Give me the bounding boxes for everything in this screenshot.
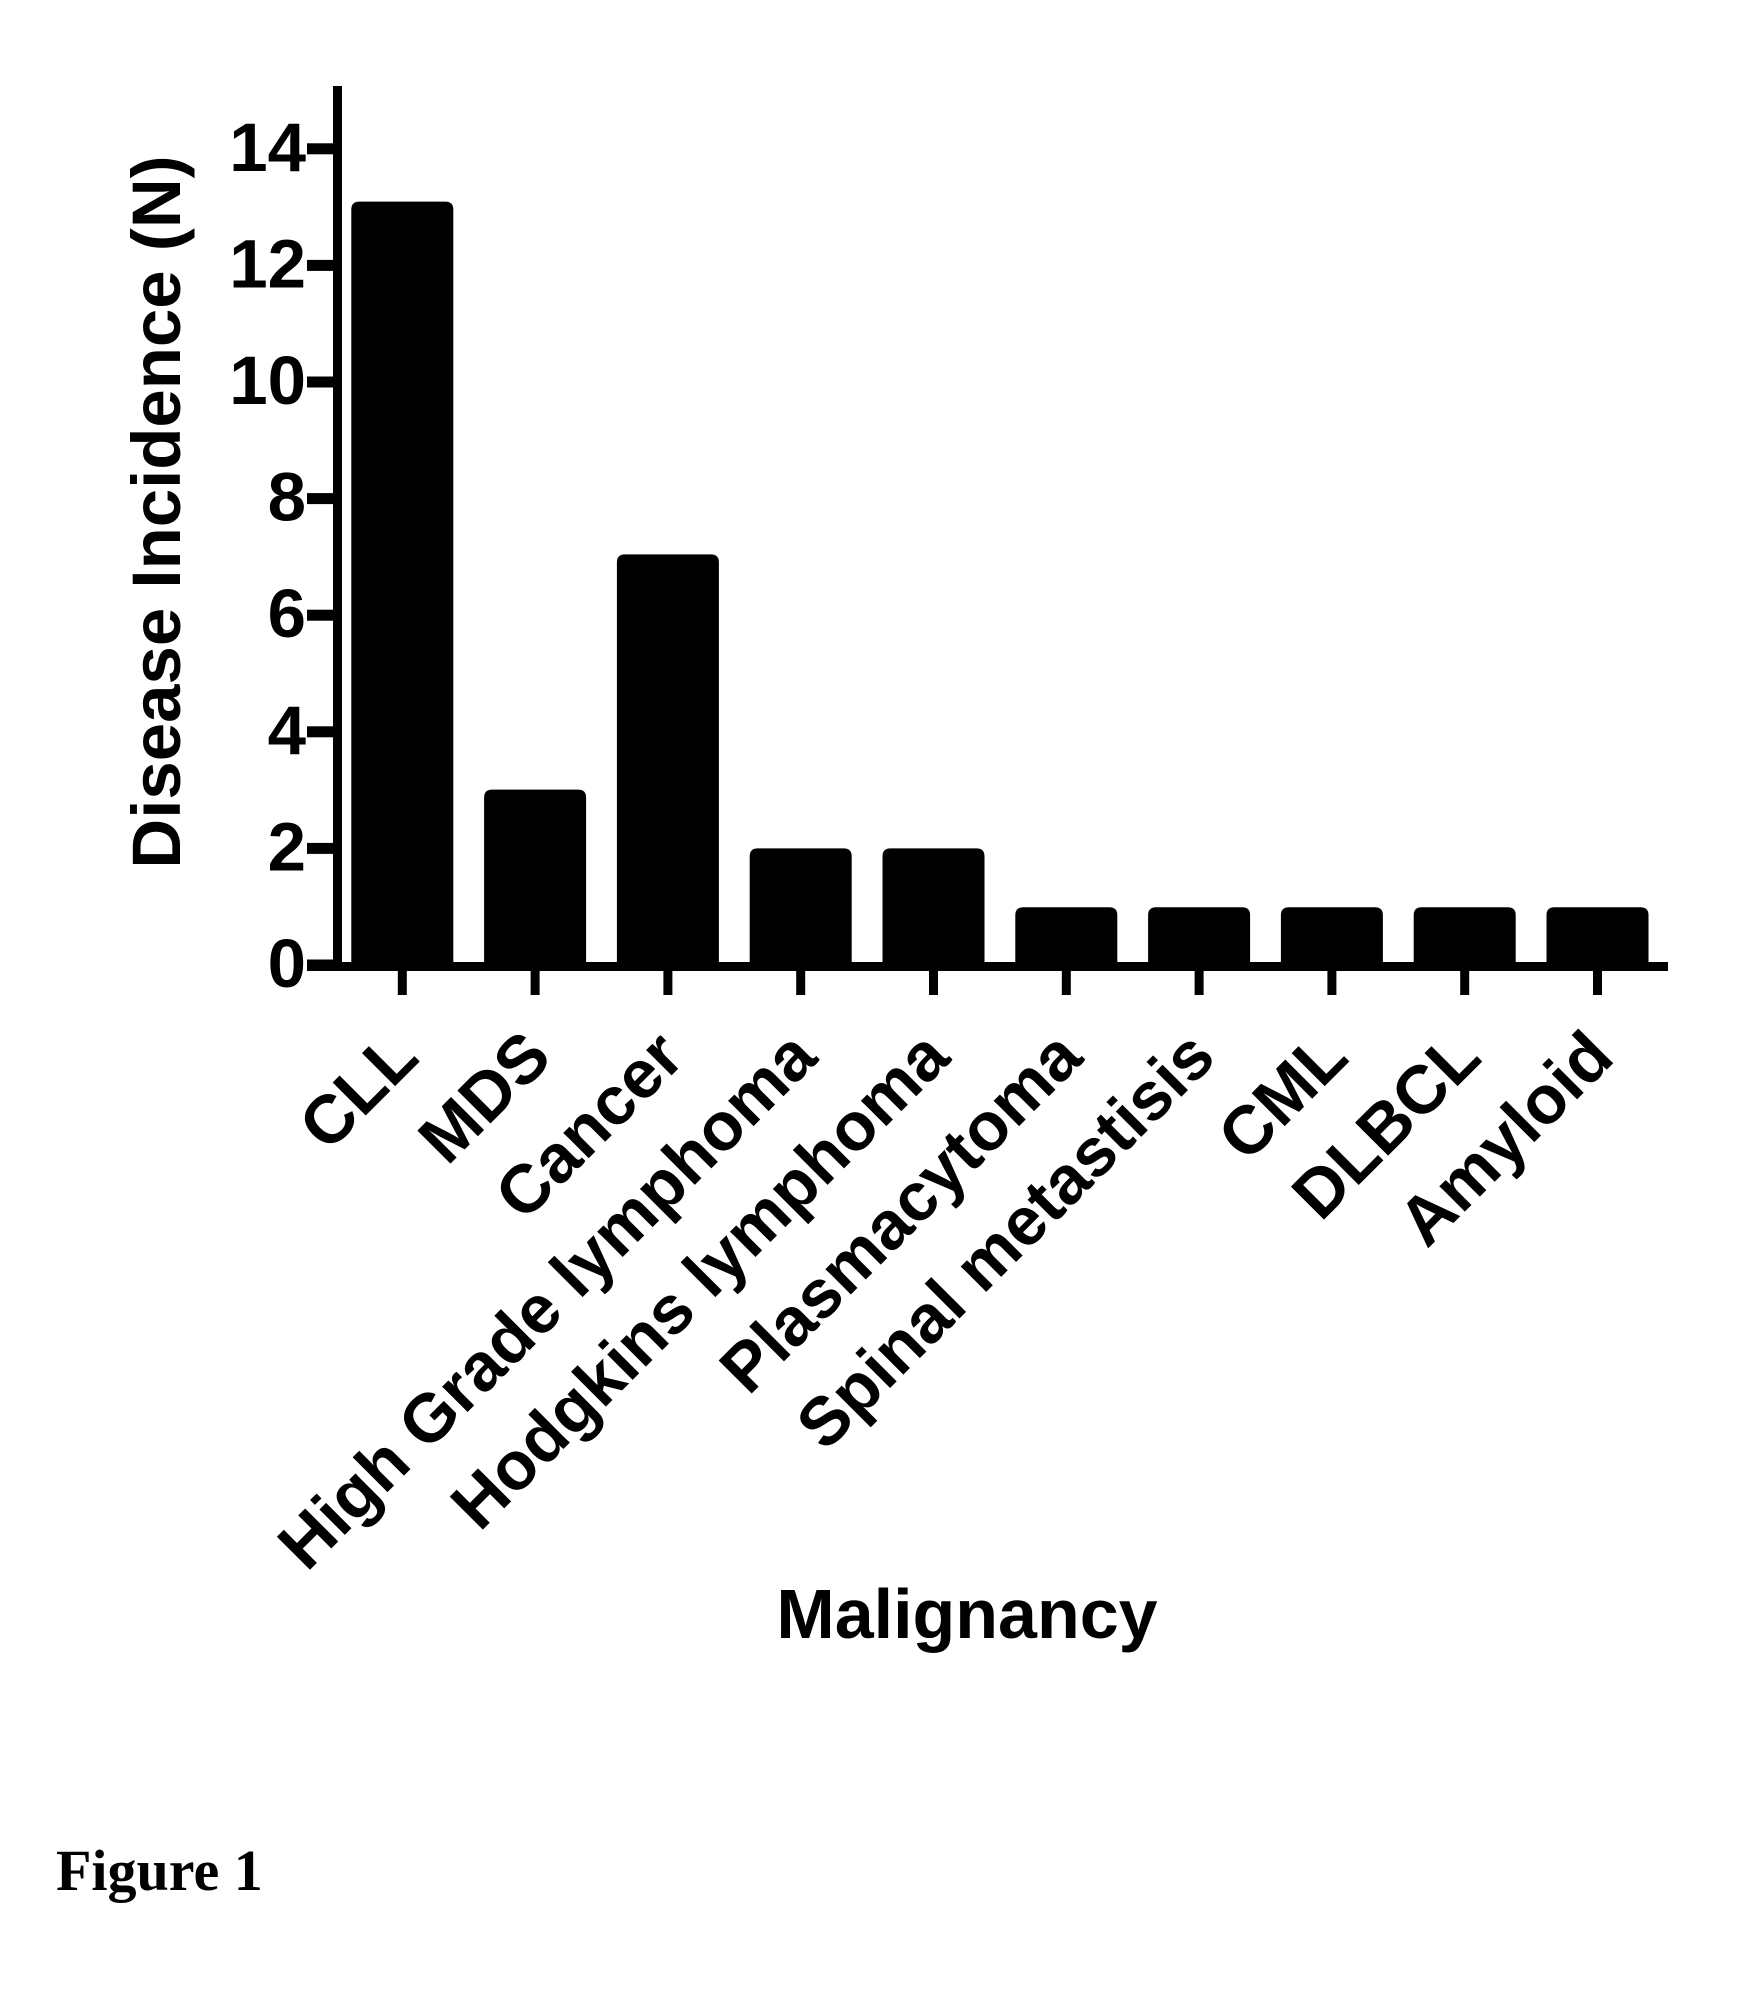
svg-text:2: 2 xyxy=(268,808,306,885)
svg-text:Figure 1: Figure 1 xyxy=(56,1838,263,1903)
svg-text:10: 10 xyxy=(229,342,306,419)
svg-text:6: 6 xyxy=(268,575,306,652)
svg-text:14: 14 xyxy=(229,109,306,186)
svg-text:4: 4 xyxy=(268,692,306,769)
svg-text:12: 12 xyxy=(229,225,306,302)
svg-text:Disease Incidence (N): Disease Incidence (N) xyxy=(118,155,195,868)
svg-text:Malignancy: Malignancy xyxy=(776,1575,1157,1653)
svg-text:8: 8 xyxy=(268,459,306,536)
svg-text:0: 0 xyxy=(268,925,306,1002)
